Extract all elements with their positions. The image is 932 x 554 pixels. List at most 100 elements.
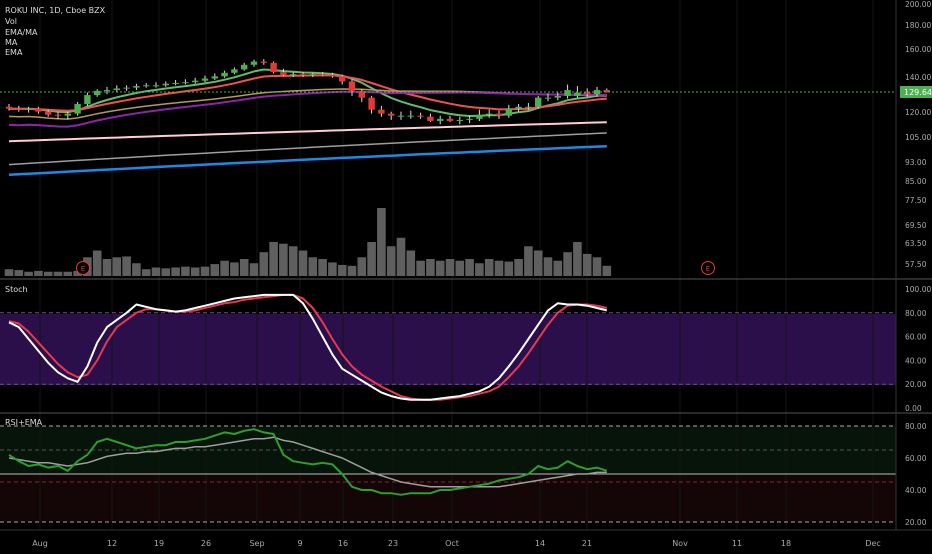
time-axis-tick: 9	[297, 539, 302, 548]
candle-body[interactable]	[427, 116, 434, 121]
candle-body[interactable]	[476, 114, 483, 119]
candle-body[interactable]	[84, 95, 91, 104]
candle-body[interactable]	[486, 113, 493, 115]
volume-bar	[73, 270, 82, 276]
candle-body[interactable]	[348, 81, 356, 91]
candle-body[interactable]	[15, 108, 22, 110]
volume-bar	[445, 259, 455, 276]
candle-body[interactable]	[290, 74, 297, 76]
volume-bar	[14, 270, 24, 276]
candle-body[interactable]	[437, 118, 444, 121]
price-axis-tick: 93.00	[905, 158, 927, 167]
volume-bar	[504, 261, 514, 276]
ma-150-line	[8, 132, 607, 166]
candle-body[interactable]	[329, 74, 336, 77]
candle-body[interactable]	[417, 115, 424, 117]
stoch-d-line	[8, 293, 608, 401]
volume-bar	[563, 252, 572, 276]
candle-body[interactable]	[103, 90, 111, 92]
candle-body[interactable]	[505, 108, 512, 116]
candle-body[interactable]	[45, 111, 52, 115]
volume-bar	[269, 242, 278, 276]
indicator-ema[interactable]: EMA	[5, 48, 23, 57]
candle-body[interactable]	[270, 62, 277, 73]
rsi-label[interactable]: RSI+EMA	[5, 418, 43, 427]
candle-body[interactable]	[495, 113, 503, 116]
ma-100-line	[8, 121, 607, 143]
volume-bar	[435, 260, 445, 276]
candle-body[interactable]	[299, 74, 307, 76]
volume-bar	[416, 260, 425, 276]
stoch-label[interactable]: Stoch	[5, 285, 28, 294]
time-axis-tick: 11	[732, 539, 742, 548]
volume-bar	[533, 250, 543, 276]
candle-body[interactable]	[407, 115, 414, 117]
candle-body[interactable]	[221, 72, 228, 77]
candle-body[interactable]	[182, 82, 189, 84]
candle-body[interactable]	[603, 90, 610, 92]
volume-bar	[406, 250, 416, 276]
volume-bar	[582, 253, 592, 276]
candle-body[interactable]	[172, 82, 179, 84]
candle-body[interactable]	[544, 97, 552, 99]
candle-body[interactable]	[5, 106, 13, 109]
candle-body[interactable]	[378, 109, 385, 114]
candle-body[interactable]	[525, 106, 532, 108]
candle-body[interactable]	[397, 115, 405, 117]
candle-body[interactable]	[231, 69, 238, 73]
candle-body[interactable]	[466, 118, 473, 120]
candle-body[interactable]	[358, 90, 365, 98]
candle-body[interactable]	[211, 76, 218, 79]
candle-body[interactable]	[152, 85, 160, 87]
candle-body[interactable]	[584, 92, 591, 95]
candle-body[interactable]	[74, 103, 81, 114]
candle-body[interactable]	[94, 90, 101, 96]
candle-body[interactable]	[280, 72, 287, 75]
candle-body[interactable]	[143, 85, 150, 87]
earnings-marker-aug[interactable]: E	[76, 261, 90, 275]
candle-body[interactable]	[574, 92, 581, 96]
candle-body[interactable]	[554, 95, 561, 98]
indicator-vol[interactable]: Vol	[5, 17, 17, 26]
candle-body[interactable]	[339, 76, 346, 82]
earnings-letter: E	[706, 265, 710, 273]
volume-bar	[122, 256, 131, 276]
candle-body[interactable]	[133, 86, 140, 88]
candle-body[interactable]	[564, 90, 571, 96]
stoch-band	[0, 314, 896, 385]
indicator-ma[interactable]: MA	[5, 38, 18, 47]
candle-body[interactable]	[123, 87, 130, 89]
rsi-axis-tick: 60.00	[905, 454, 927, 463]
candle-body[interactable]	[535, 97, 542, 107]
stoch-axis-tick: 40.00	[905, 356, 927, 365]
candle-body[interactable]	[388, 113, 395, 116]
candle-body[interactable]	[113, 88, 120, 91]
candle-body[interactable]	[54, 114, 62, 116]
volume-bar	[220, 260, 229, 276]
candle-body[interactable]	[35, 108, 42, 112]
candle-body[interactable]	[250, 61, 258, 65]
price-axis-tick: 63.50	[905, 239, 927, 248]
candle-body[interactable]	[260, 61, 267, 63]
candle-body[interactable]	[162, 83, 169, 86]
symbol-title[interactable]: ROKU INC, 1D, Cboe BZX	[5, 6, 106, 15]
volume-bar	[367, 242, 376, 276]
time-axis-tick: 21	[582, 539, 592, 548]
volume-bar	[230, 262, 239, 276]
indicator-ema-ma[interactable]: EMA/MA	[5, 28, 38, 37]
candle-body[interactable]	[456, 119, 463, 121]
volume-bar	[249, 263, 259, 276]
candle-body[interactable]	[64, 113, 71, 116]
candle-body[interactable]	[201, 78, 209, 81]
candle-body[interactable]	[25, 108, 32, 110]
candle-body[interactable]	[368, 97, 375, 110]
candle-body[interactable]	[192, 80, 199, 83]
earnings-icon	[701, 261, 715, 275]
candle-body[interactable]	[319, 74, 326, 76]
candle-body[interactable]	[241, 64, 248, 70]
earnings-marker-nov[interactable]: E	[701, 261, 715, 275]
candle-body[interactable]	[446, 118, 454, 121]
candle-body[interactable]	[309, 74, 316, 76]
candle-body[interactable]	[515, 106, 522, 109]
